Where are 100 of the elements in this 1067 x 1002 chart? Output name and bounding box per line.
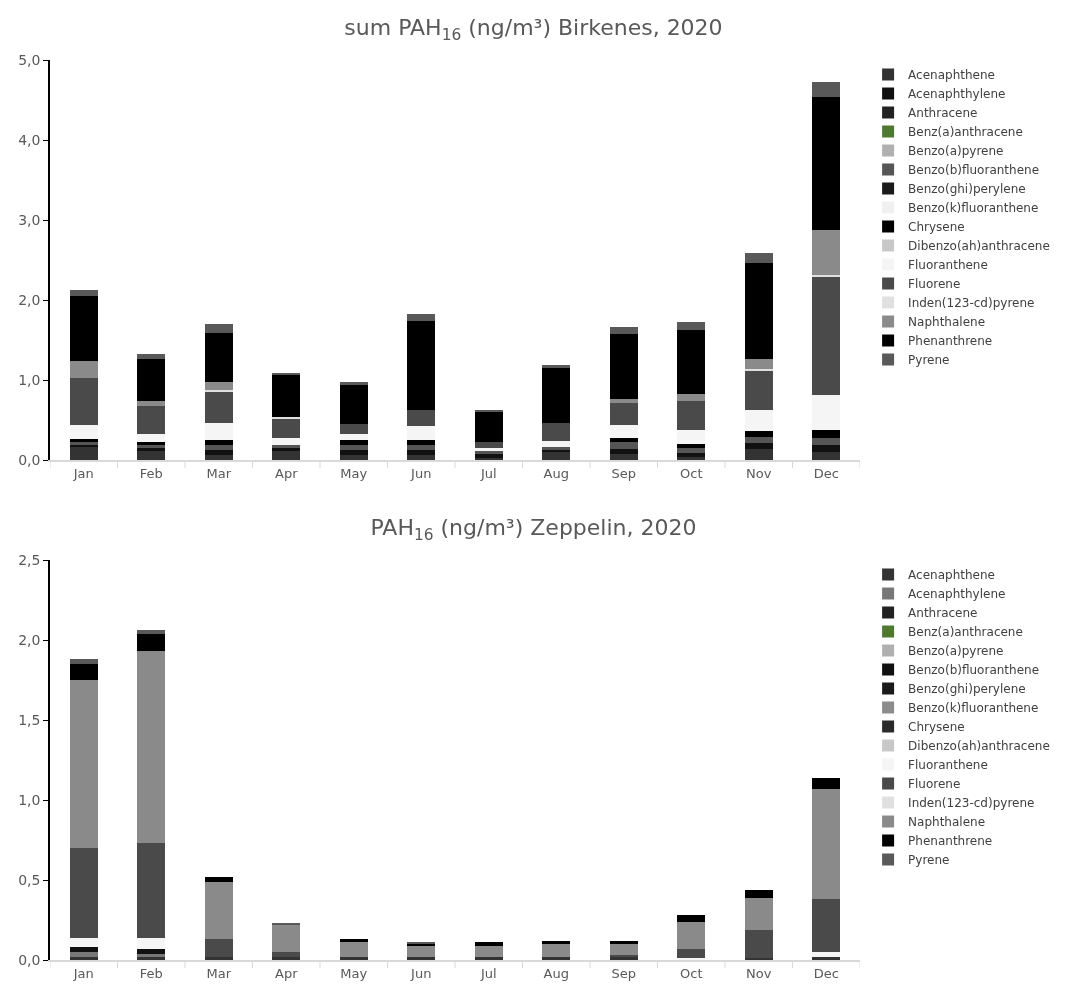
bar	[812, 395, 841, 431]
bar	[542, 940, 571, 944]
legend-label: Chrysene	[908, 220, 965, 235]
bar	[677, 444, 706, 448]
bar	[272, 448, 301, 452]
bar	[339, 942, 368, 957]
bar	[137, 843, 166, 938]
bar	[272, 952, 301, 957]
bar	[407, 320, 436, 410]
bar	[204, 440, 233, 445]
bar	[609, 327, 638, 335]
bar	[69, 680, 98, 848]
bar	[339, 382, 368, 385]
legend-label: Inden(123-cd)pyrene	[908, 296, 1035, 311]
bar	[204, 391, 233, 424]
legend-label: Acenaphthene	[908, 68, 995, 83]
legend-label: Dibenzo(ah)anthracene	[908, 739, 1050, 754]
legend-label: Acenaphthene	[908, 568, 995, 583]
bar	[339, 440, 368, 445]
x-tick-label: Jul	[479, 965, 497, 981]
legend-label: Benz(a)anthracene	[908, 625, 1023, 640]
bar	[677, 452, 706, 457]
bar	[69, 360, 98, 379]
bar	[272, 924, 301, 952]
bar	[137, 948, 166, 954]
y-tick-label: 5,0	[18, 51, 41, 68]
bar	[474, 945, 503, 957]
bar	[677, 329, 706, 394]
legend-label: Naphthalene	[908, 815, 986, 830]
legend-label: Anthracene	[908, 606, 978, 621]
y-tick-label: 0,5	[18, 871, 41, 888]
bar	[609, 442, 638, 449]
x-tick-label: Sep	[611, 465, 637, 481]
bar	[272, 451, 301, 460]
chart-title: PAH$_{16}$ (ng/m³) Zeppelin, 2020	[370, 515, 697, 545]
bar	[204, 450, 233, 456]
bar	[812, 777, 841, 789]
bar	[542, 452, 571, 460]
legend-label: Acenaphthylene	[908, 587, 1006, 602]
bar	[744, 889, 773, 898]
legend-label: Chrysene	[908, 720, 965, 735]
bar	[272, 375, 301, 417]
x-tick-label: Apr	[275, 965, 299, 981]
bar	[677, 921, 706, 949]
legend-label: Benzo(k)fluoranthene	[908, 201, 1039, 216]
y-tick-label: 4,0	[18, 131, 41, 148]
bar	[137, 406, 166, 435]
y-tick-label: 2,0	[18, 631, 41, 648]
legend-label: Fluorene	[908, 777, 961, 792]
bar	[812, 82, 841, 97]
bar	[69, 378, 98, 425]
bar	[744, 448, 773, 460]
bar	[744, 436, 773, 444]
legend-label: Benzo(a)pyrene	[908, 144, 1004, 159]
bar	[812, 452, 841, 460]
y-tick-label: 1,0	[18, 791, 41, 808]
bar	[407, 956, 436, 960]
bar	[69, 937, 98, 948]
bar	[542, 368, 571, 424]
bar	[272, 419, 301, 439]
bar	[339, 424, 368, 435]
legend-label: Benzo(b)fluoranthene	[908, 663, 1040, 678]
x-tick-label: Mar	[206, 965, 232, 981]
bar	[339, 450, 368, 456]
bar	[137, 630, 166, 634]
y-tick-label: 0,0	[18, 951, 41, 968]
bar	[204, 939, 233, 957]
y-tick-label: 0,0	[18, 451, 41, 468]
bar	[204, 423, 233, 440]
legend-label: Inden(123-cd)pyrene	[908, 796, 1035, 811]
bar	[69, 424, 98, 440]
y-tick-label: 2,5	[18, 551, 41, 568]
bar	[272, 438, 301, 445]
legend-label: Benzo(a)pyrene	[908, 644, 1004, 659]
bar	[812, 229, 841, 276]
bar	[677, 448, 706, 453]
bar	[137, 937, 166, 949]
legend-label: Naphthalene	[908, 315, 986, 330]
legend-label: Acenaphthylene	[908, 87, 1006, 102]
legend-label: Pyrene	[908, 853, 950, 868]
x-tick-label: Nov	[746, 465, 772, 481]
x-tick-label: Jan	[72, 465, 94, 481]
x-tick-label: Feb	[139, 465, 163, 481]
bar	[744, 897, 773, 930]
legend-label: Benzo(ghi)perylene	[908, 182, 1026, 197]
x-tick-label: Dec	[813, 965, 839, 981]
legend-label: Phenanthrene	[908, 834, 993, 849]
bar	[744, 929, 773, 959]
bar	[69, 289, 98, 296]
bar	[609, 403, 638, 425]
bar	[677, 321, 706, 330]
bar	[812, 430, 841, 438]
bar	[744, 443, 773, 449]
bar	[542, 944, 571, 957]
chart-title: sum PAH$_{16}$ (ng/m³) Birkenes, 2020	[344, 15, 723, 45]
x-tick-label: Jun	[410, 465, 432, 481]
x-tick-label: Apr	[275, 465, 299, 481]
bar	[474, 412, 503, 443]
bar	[609, 334, 638, 400]
y-tick-label: 1,5	[18, 711, 41, 728]
